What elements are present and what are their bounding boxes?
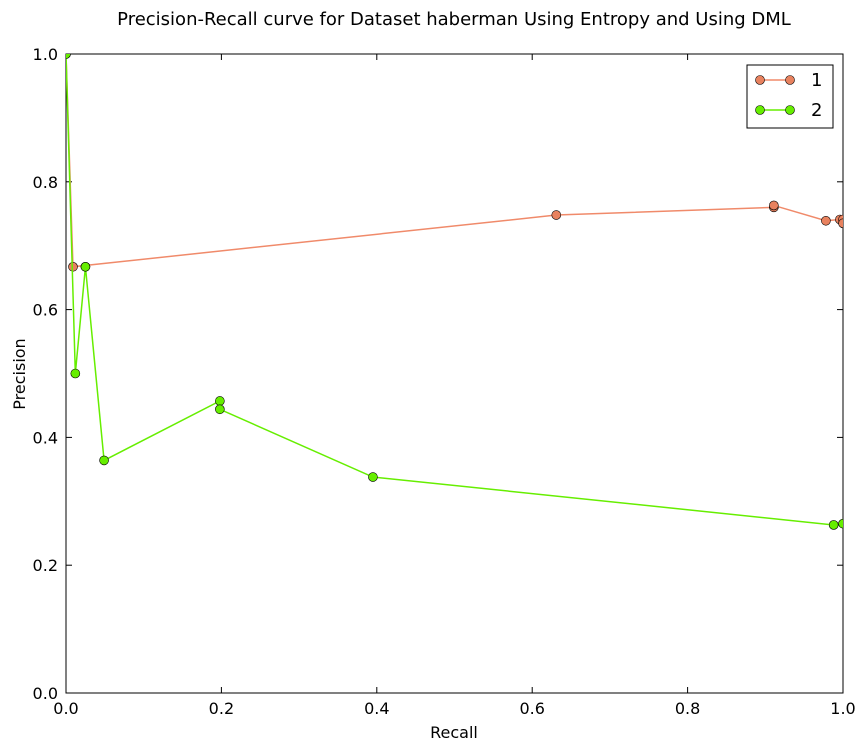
x-tick-label: 0.2 (209, 699, 234, 718)
data-point (821, 215, 831, 226)
data-point (828, 520, 839, 530)
plot-frame (65, 53, 844, 694)
data-point (551, 210, 562, 220)
legend-label: 1 (811, 70, 822, 91)
y-tick-label: 0.6 (33, 301, 58, 320)
y-tick-label: 1.0 (33, 45, 58, 64)
y-tick-label: 0.4 (33, 428, 58, 447)
legend-entry-1: 1 (755, 70, 822, 91)
series-2 (66, 54, 843, 530)
legend-marker (755, 75, 765, 85)
series-line-2 (66, 54, 843, 526)
data-point (99, 455, 109, 466)
y-tick-label: 0.0 (33, 684, 58, 703)
legend: 12 (746, 64, 834, 129)
x-axis-label: Recall (430, 723, 478, 742)
x-tick-label: 0.6 (519, 699, 544, 718)
x-tick-label: 0.8 (675, 699, 700, 718)
y-axis-label: Precision (10, 338, 29, 409)
legend-label: 2 (811, 100, 822, 121)
data-point (215, 404, 225, 415)
x-tick-label: 1.0 (830, 699, 855, 718)
data-point (215, 396, 225, 406)
data-point (368, 472, 378, 482)
data-point (70, 368, 81, 379)
chart-title: Precision-Recall curve for Dataset haber… (117, 9, 791, 30)
data-point (80, 261, 91, 272)
series-1 (66, 54, 843, 272)
x-tick-label: 0.0 (53, 699, 78, 718)
legend-marker (755, 105, 765, 115)
plot-area: 0.0 0.2 0.4 0.6 0.8 1.0 0.0 0.2 0.4 0.6 0.8 1.0 (33, 45, 856, 718)
data-point (769, 200, 779, 211)
legend-entry-2: 2 (755, 100, 822, 121)
series-line-1 (66, 54, 843, 268)
y-tick-label: 0.8 (33, 173, 58, 192)
legend-marker (785, 105, 795, 115)
data-point (66, 54, 71, 59)
legend-marker (785, 75, 795, 85)
data-point (838, 218, 843, 229)
x-tick-label: 0.4 (364, 699, 389, 718)
y-tick-label: 0.2 (33, 556, 58, 575)
data-point (838, 518, 843, 529)
